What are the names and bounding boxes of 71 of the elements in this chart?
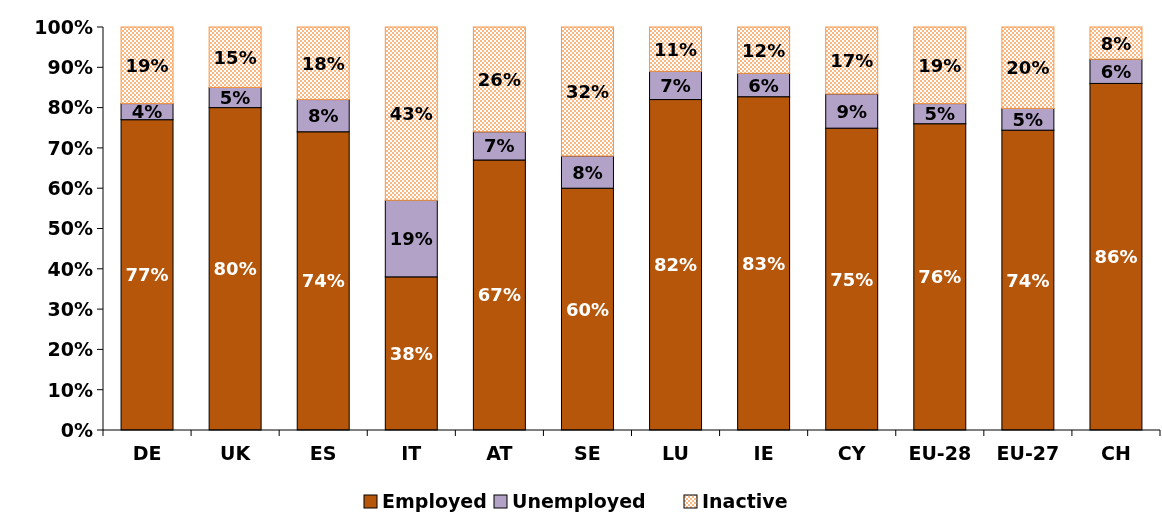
y-tick-label: 80%: [47, 96, 93, 119]
y-tick-label: 60%: [47, 177, 93, 200]
data-label: 74%: [1006, 269, 1050, 291]
data-label: 5%: [924, 103, 956, 125]
bar: [384, 26, 438, 201]
data-label: 8%: [572, 161, 603, 183]
x-tick-label: CH: [1101, 442, 1131, 464]
data-label: 5%: [219, 87, 251, 109]
x-tick-label: DE: [132, 442, 162, 464]
x-tick-label: IE: [753, 442, 774, 464]
data-label: 4%: [131, 101, 163, 123]
data-label: 15%: [213, 46, 257, 68]
y-tick-label: 0%: [60, 418, 93, 441]
data-label: 83%: [742, 252, 786, 274]
data-label: 67%: [477, 284, 521, 306]
data-label: 19%: [125, 54, 169, 76]
bar: [1001, 26, 1055, 109]
x-tick-label: SE: [574, 442, 601, 464]
bar: [208, 26, 262, 88]
data-label: 9%: [836, 100, 867, 122]
bar: [913, 26, 967, 105]
bar: [560, 26, 614, 157]
data-label: 60%: [565, 298, 610, 320]
data-label: 6%: [1100, 60, 1132, 82]
x-tick-label: IT: [401, 442, 422, 464]
data-label: 26%: [477, 68, 521, 90]
x-tick-label: ES: [309, 442, 337, 464]
y-tick-label: 30%: [47, 297, 93, 320]
bar: [825, 26, 879, 95]
data-label: 19%: [918, 54, 962, 76]
y-tick-label: 70%: [47, 136, 93, 159]
data-label: 77%: [125, 264, 169, 286]
bar: [296, 26, 350, 101]
data-label: 11%: [653, 38, 698, 60]
y-tick-label: 10%: [47, 378, 93, 401]
x-tick-label: CY: [837, 442, 866, 464]
data-label: 43%: [389, 103, 433, 125]
legend-label: Unemployed: [512, 490, 646, 512]
data-label: 20%: [1006, 57, 1050, 79]
data-label: 75%: [830, 268, 874, 290]
data-label: 8%: [307, 105, 339, 127]
data-label: 32%: [565, 80, 610, 102]
y-tick-label: 90%: [47, 56, 93, 79]
y-tick-label: 100%: [34, 15, 93, 38]
data-label: 12%: [742, 39, 786, 61]
data-label: 8%: [1100, 32, 1132, 54]
data-label: 18%: [301, 52, 345, 74]
x-tick-label: AT: [486, 442, 513, 464]
x-tick-label: EU-27: [996, 442, 1060, 464]
data-label: 7%: [660, 74, 691, 96]
y-tick-label: 50%: [47, 217, 93, 240]
legend-label: Inactive: [702, 490, 788, 512]
y-tick-label: 20%: [47, 338, 93, 361]
data-label: 38%: [389, 342, 433, 364]
legend-label: Employed: [382, 490, 487, 512]
x-tick-label: UK: [220, 442, 252, 464]
data-label: 5%: [1012, 108, 1044, 130]
data-label: 19%: [389, 228, 433, 250]
y-tick-label: 40%: [47, 257, 93, 280]
data-label: 17%: [830, 49, 874, 71]
data-label: 80%: [213, 258, 257, 280]
data-label: 6%: [748, 74, 779, 96]
data-label: 86%: [1094, 246, 1138, 268]
x-tick-label: LU: [662, 442, 689, 464]
data-label: 82%: [653, 254, 698, 276]
data-label: 74%: [301, 270, 345, 292]
x-tick-label: EU-28: [908, 442, 972, 464]
bar: [472, 26, 526, 133]
data-label: 7%: [484, 135, 515, 157]
data-label: 76%: [918, 266, 962, 288]
bar: [120, 26, 174, 105]
